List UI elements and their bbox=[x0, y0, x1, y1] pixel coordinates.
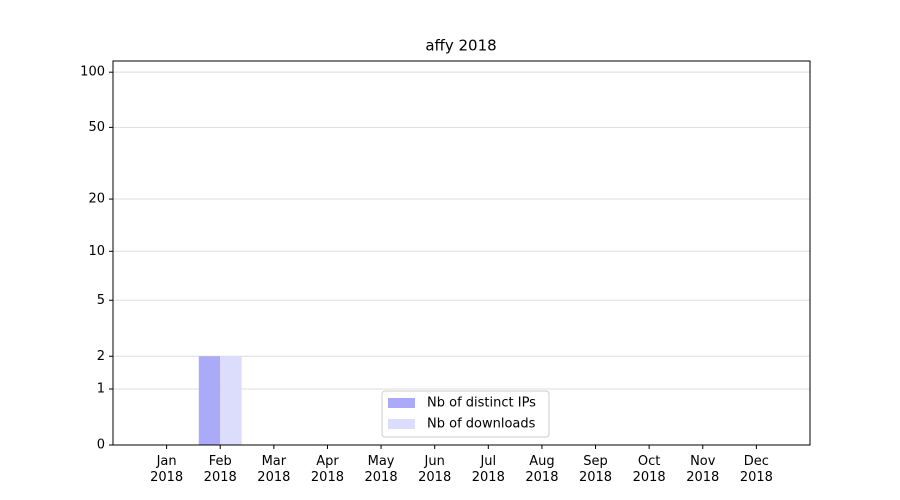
chart-title: affy 2018 bbox=[425, 37, 496, 55]
x-tick-label: May 2018 bbox=[364, 454, 398, 485]
x-tick-label: Jun 2018 bbox=[418, 454, 452, 485]
bar bbox=[198, 356, 221, 445]
plot-frame bbox=[112, 60, 811, 446]
legend-box bbox=[381, 390, 550, 438]
x-tick-label: Jul 2018 bbox=[471, 454, 505, 485]
y-tick-label: 50 bbox=[88, 120, 105, 135]
legend-swatch bbox=[388, 398, 415, 408]
y-tick-label: 2 bbox=[97, 349, 105, 364]
x-tick-label: Oct 2018 bbox=[632, 454, 666, 485]
x-tick-label: Mar 2018 bbox=[257, 454, 291, 485]
x-tick-label: Nov 2018 bbox=[686, 454, 720, 485]
y-tick-label: 100 bbox=[80, 65, 105, 80]
y-tick-label: 1 bbox=[97, 382, 105, 397]
bar bbox=[220, 356, 242, 445]
legend-swatch bbox=[388, 419, 415, 429]
legend-label: Nb of downloads bbox=[427, 417, 536, 432]
y-tick-label: 10 bbox=[88, 244, 105, 259]
x-tick-label: Dec 2018 bbox=[739, 454, 773, 485]
legend-label: Nb of distinct IPs bbox=[427, 396, 536, 411]
y-tick-label: 20 bbox=[88, 192, 105, 207]
y-tick-label: 0 bbox=[97, 438, 105, 453]
x-tick-label: Apr 2018 bbox=[310, 454, 344, 485]
x-tick-label: Feb 2018 bbox=[203, 454, 237, 485]
x-tick-label: Sep 2018 bbox=[578, 454, 613, 485]
x-tick-label: Aug 2018 bbox=[525, 454, 559, 485]
x-tick-label: Jan 2018 bbox=[150, 454, 184, 485]
y-tick-label: 5 bbox=[97, 293, 105, 308]
